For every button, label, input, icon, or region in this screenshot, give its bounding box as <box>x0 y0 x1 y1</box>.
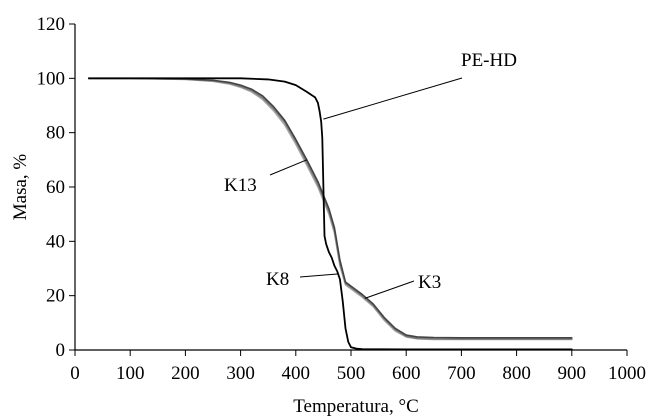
x-tick-label: 200 <box>171 363 200 384</box>
y-axis-title: Masa, % <box>10 154 31 221</box>
x-tick-label: 1000 <box>608 363 646 384</box>
y-tick-label: 60 <box>46 177 65 198</box>
y-tick-label: 80 <box>46 123 65 144</box>
y-tick-label: 0 <box>56 340 66 361</box>
annotations-layer: PE-HD K13 K8 K3 <box>224 50 517 299</box>
y-axis-ticks: 0 20 40 60 80 100 120 <box>37 14 75 361</box>
x-tick-label: 700 <box>447 363 476 384</box>
x-tick-label: 600 <box>392 363 421 384</box>
x-tick-label: 400 <box>282 363 311 384</box>
y-tick-label: 40 <box>46 231 65 252</box>
x-axis-ticks: 0 100 200 300 400 500 600 700 800 900 1000 <box>70 350 646 384</box>
annotation-label-k13: K13 <box>224 175 257 196</box>
y-tick-label: 100 <box>37 68 66 89</box>
y-tick-label: 120 <box>37 14 66 35</box>
x-tick-label: 100 <box>116 363 145 384</box>
x-tick-label: 800 <box>502 363 531 384</box>
annotation-arrow-k8 <box>299 273 339 278</box>
annotation-arrow-k13 <box>269 159 308 176</box>
annotation-arrow-k3 <box>364 280 415 299</box>
annotation-label-k3: K3 <box>418 272 441 293</box>
y-tick-label: 20 <box>46 286 65 307</box>
annotation-label-k8: K8 <box>266 269 289 290</box>
series-line-pe-hd <box>87 77 573 351</box>
x-tick-label: 500 <box>337 363 366 384</box>
series-line-k13 <box>88 77 573 339</box>
annotation-arrow-pe-hd <box>323 77 463 120</box>
x-axis-title: Temperatura, °C <box>293 396 419 417</box>
x-tick-label: 300 <box>226 363 255 384</box>
annotation-label-pe-hd: PE-HD <box>461 50 517 71</box>
series-layer <box>87 77 573 351</box>
x-tick-label: 0 <box>70 363 80 384</box>
axes-layer <box>74 24 627 351</box>
x-tick-label: 900 <box>558 363 587 384</box>
